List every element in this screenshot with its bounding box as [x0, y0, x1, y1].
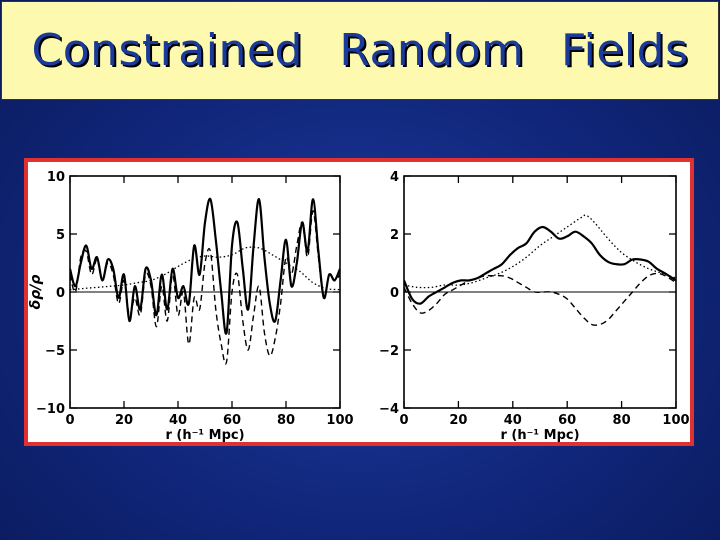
chart-0-y-axis-label: δρ/ρ: [28, 275, 44, 310]
chart-0-series-solid: [70, 197, 340, 335]
figure-frame: 0 20 40 60 80 100 10 5 0 −5 −10 r (h⁻¹ Mpc) δρ/ρ 0 20…: [24, 158, 694, 446]
chart-0-series-dashed: [70, 210, 340, 365]
chart-1-x-tick-label: 20: [449, 413, 467, 428]
chart-1-x-tick-label: 0: [399, 413, 408, 428]
chart-0-x-tick-label: 100: [326, 413, 353, 428]
chart-1-x-tick-label: 100: [662, 413, 689, 428]
chart-0-x-tick-label: 80: [277, 413, 295, 428]
chart-0-y-tick-label: 0: [56, 286, 65, 301]
chart-1-y-tick-label: 2: [390, 228, 399, 243]
chart-0-series-dotted: [70, 246, 340, 291]
chart-0-y-tick-label: 10: [47, 170, 65, 185]
chart-1-series-dotted: [404, 214, 676, 289]
chart-0-x-tick-label: 20: [115, 413, 133, 428]
chart-1-y-tick-label: −2: [379, 344, 399, 359]
chart-0-y-tick-label: −5: [45, 344, 65, 359]
chart-1-x-tick-label: 40: [504, 413, 522, 428]
chart-1-y-tick-label: 0: [390, 286, 399, 301]
chart-0-x-tick-label: 40: [169, 413, 187, 428]
chart-0-y-tick-label: −10: [36, 402, 65, 417]
slide-title: Constrained Random Fields: [31, 25, 689, 76]
chart-1-x-tick-label: 60: [558, 413, 576, 428]
chart-1-x-axis-label: r (h⁻¹ Mpc): [500, 428, 579, 442]
chart-1-y-tick-label: 4: [390, 170, 399, 185]
chart-0-y-tick-label: 5: [56, 228, 65, 243]
chart-0-x-axis-label: r (h⁻¹ Mpc): [165, 428, 244, 442]
chart-left: 0 20 40 60 80 100 10 5 0 −5 −10 r (h⁻¹ Mpc) δρ/ρ: [28, 170, 354, 443]
chart-0-x-tick-label: 60: [223, 413, 241, 428]
chart-1-y-tick-label: −4: [379, 402, 399, 417]
chart-0-x-tick-label: 0: [65, 413, 74, 428]
title-banner: Constrained Random Fields: [1, 1, 719, 100]
chart-1-x-tick-label: 80: [613, 413, 631, 428]
